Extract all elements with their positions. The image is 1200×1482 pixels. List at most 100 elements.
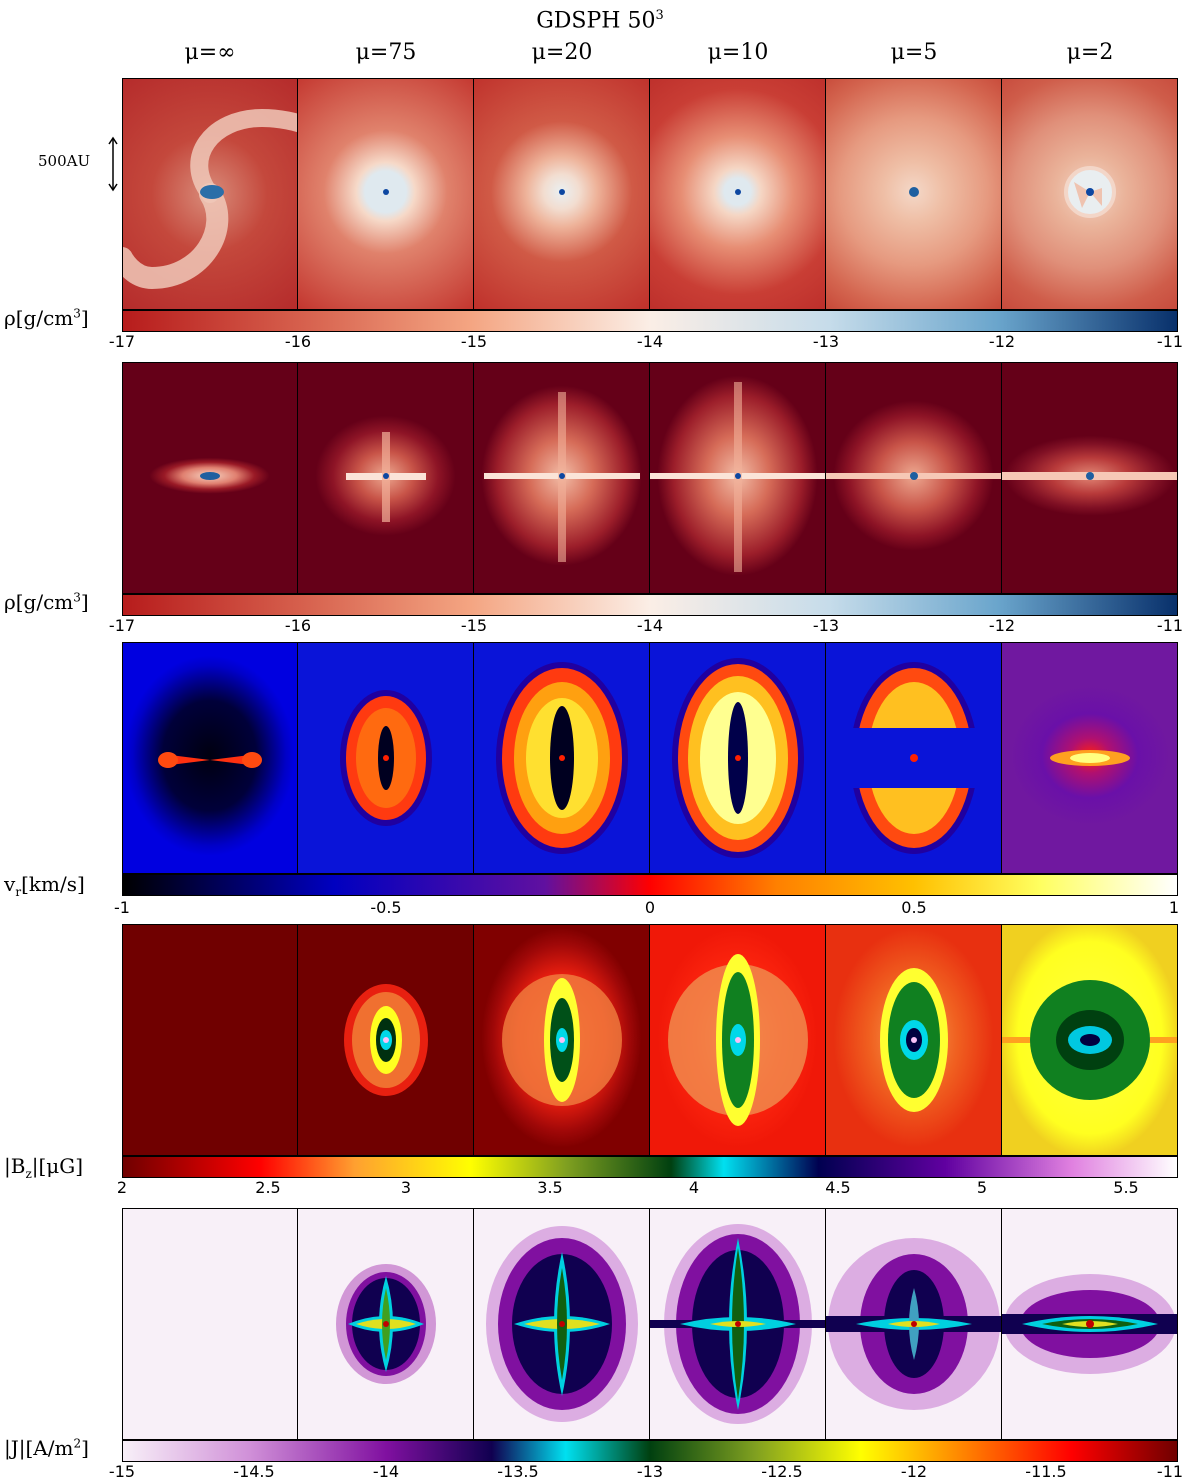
outflow-cross-icon [346,432,426,522]
tick-label: 4.5 [825,1178,851,1197]
colorbar-label-velocity: vr[km/s] [4,872,85,899]
column-label-mu-10: μ=10 [707,40,769,65]
core-dot-icon [383,189,389,195]
velocity-lobes-icon [672,658,804,858]
panel-density-faceon-mu-10 [650,78,826,310]
colorbar-label-density-1: ρ[g/cm3] [4,306,89,330]
tick-label: -0.5 [370,898,402,917]
panel-velocity-mu-75 [298,642,474,874]
tick-label: 2.5 [255,1178,281,1197]
colorbar-label-j: |J|[A/m2] [4,1436,89,1460]
outflow-cross-icon [826,472,1001,480]
tick-label: -12 [900,1462,928,1481]
colorbar-label-bz: |Bz|[μG] [4,1154,84,1181]
tick-label: -16 [284,332,312,351]
colorbar-j [122,1440,1178,1462]
panel-density-edgeon-mu-inf [122,362,298,594]
velocity-lobes-icon [846,662,982,854]
tick-label: -17 [108,616,136,635]
velocity-lobes-icon [340,690,432,826]
row-density-faceon [122,78,1178,310]
current-structure-icon [1002,1274,1178,1374]
panel-velocity-mu-inf [122,642,298,874]
tick-label: -11 [1156,1462,1184,1481]
column-label-mu-5: μ=5 [890,40,938,65]
tick-label: 4 [688,1178,700,1197]
panel-velocity-mu-5 [826,642,1002,874]
panel-j-mu-10 [650,1208,826,1440]
tick-label: 3 [400,1178,412,1197]
tick-label: 2 [116,1178,128,1197]
tick-label: -11 [1156,332,1184,351]
velocity-jet-icon [1050,750,1130,766]
panel-density-faceon-mu-75 [298,78,474,310]
tick-label: 3.5 [537,1178,563,1197]
tick-label: 5 [976,1178,988,1197]
tick-label: -15 [460,616,488,635]
column-label-mu-75: μ=75 [355,40,417,65]
tick-label: -17 [108,332,136,351]
field-structure-icon [880,968,948,1112]
spiral-arms-icon [122,108,297,290]
core-dot-icon [559,189,565,195]
panel-density-edgeon-mu-20 [474,362,650,594]
column-label-mu-inf: μ=∞ [184,40,236,65]
tick-label: -16 [284,616,312,635]
panel-bz-mu-5 [826,924,1002,1156]
row-magnetic-field [122,924,1178,1156]
tick-label: -12 [988,332,1016,351]
panel-density-faceon-mu-2 [1002,78,1178,310]
panel-bz-mu-10 [650,924,826,1156]
field-structure-icon [344,984,428,1096]
core-dot-icon [909,187,919,197]
panel-density-faceon-mu-inf [122,78,298,310]
panel-velocity-mu-10 [650,642,826,874]
core-dot-icon [735,189,741,195]
tick-label: -13 [812,332,840,351]
tick-label: 1 [1168,898,1180,917]
panel-bz-mu-75 [298,924,474,1156]
panel-velocity-mu-20 [474,642,650,874]
colorbar-bz [122,1156,1178,1178]
panel-bz-mu-2 [1002,924,1178,1156]
panel-density-edgeon-mu-2 [1002,362,1178,594]
current-structure-icon [486,1226,638,1422]
row-radial-velocity [122,642,1178,874]
panel-j-mu-inf [122,1208,298,1440]
outflow-cross-icon [650,382,825,572]
core-dot-icon [200,472,220,480]
field-structure-icon [1002,980,1178,1100]
tick-label: -12 [988,616,1016,635]
tick-label: 0 [644,898,656,917]
figure-title: GDSPH 503 [0,8,1200,33]
tick-label: 0.5 [901,898,927,917]
panel-density-edgeon-mu-75 [298,362,474,594]
tick-label: -13.5 [497,1462,539,1481]
tick-label: -11 [1156,616,1184,635]
disk-structure-icon [1064,166,1116,218]
panel-density-faceon-mu-5 [826,78,1002,310]
colorbar-label-density-2: ρ[g/cm3] [4,590,89,614]
tick-label: 5.5 [1113,1178,1139,1197]
row-current-density [122,1208,1178,1440]
tick-label: -13 [636,1462,664,1481]
outflow-cross-icon [1002,472,1178,480]
panel-bz-mu-inf [122,924,298,1156]
panel-density-faceon-mu-20 [474,78,650,310]
field-structure-icon [502,974,622,1106]
current-structure-icon [336,1264,436,1384]
velocity-jet-icon [158,752,262,768]
panel-velocity-mu-2 [1002,642,1178,874]
tick-label: -14 [636,616,664,635]
tick-label: -1 [114,898,130,917]
column-label-mu-2: μ=2 [1066,40,1114,65]
tick-label: -15 [108,1462,136,1481]
velocity-lobes-icon [496,662,628,854]
panel-bz-mu-20 [474,924,650,1156]
tick-label: -14 [636,332,664,351]
colorbar-density-1 [122,310,1178,332]
colorbar-velocity [122,874,1178,896]
tick-label: -15 [460,332,488,351]
panel-density-edgeon-mu-10 [650,362,826,594]
panel-j-mu-75 [298,1208,474,1440]
